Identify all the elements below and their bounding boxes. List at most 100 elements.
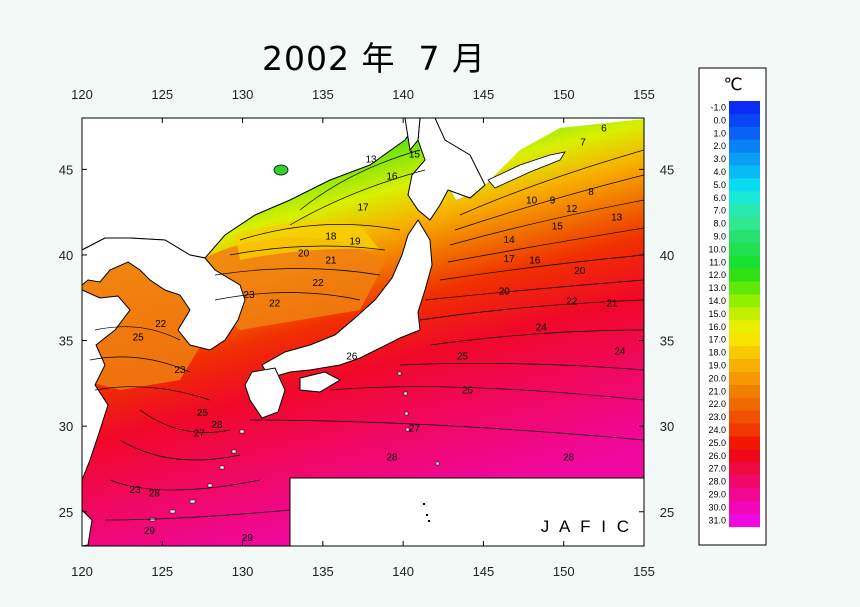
colorbar-swatch: [729, 513, 760, 528]
colorbar-label: 28.0: [708, 477, 726, 487]
lon-tick-top: 145: [473, 87, 495, 102]
colorbar-scale: -1.0 0.0 1.0 2.0 3.0 4.0 5.0 6.0 7.0 8.0 9.0 10.0 11…: [708, 101, 760, 528]
colorbar-swatch: [729, 101, 760, 115]
colorbar-label: 8.0: [713, 219, 726, 229]
lon-tick-top: 155: [633, 87, 655, 102]
honshu: [261, 219, 433, 379]
isotherm-label: 7: [580, 137, 586, 148]
kuril-islands: [487, 151, 566, 189]
lon-tick-bottom: 135: [312, 564, 334, 579]
title-month-kanji: 月: [451, 39, 486, 78]
colorbar-swatch: [729, 139, 760, 153]
colorbar-label: 5.0: [713, 180, 726, 190]
colorbar-swatch: [729, 191, 760, 205]
colorbar-label: 4.0: [713, 167, 726, 177]
colorbar-label: 30.0: [708, 502, 726, 512]
lon-tick-top: 150: [553, 87, 575, 102]
colorbar-swatch: [729, 242, 760, 257]
colorbar-label: 24.0: [708, 425, 726, 435]
colorbar-swatch: [729, 126, 760, 141]
colorbar-label: 9.0: [713, 231, 726, 241]
isotherm-label: 23: [129, 485, 141, 496]
isotherm-label: 15: [409, 149, 421, 160]
isotherm-label: 16: [386, 172, 398, 183]
inset-islands: [423, 503, 430, 522]
isotherm-label: 20: [499, 286, 511, 297]
colorbar-swatch: [729, 449, 760, 463]
lon-tick-bottom: 130: [232, 564, 254, 579]
isotherm-label: 16: [529, 256, 541, 267]
isotherm-label: 18: [325, 232, 337, 243]
colorbar-swatch: [729, 294, 760, 308]
isotherm-label: 27: [194, 428, 206, 439]
colorbar-swatch: [729, 230, 760, 244]
lon-tick-top: 140: [392, 87, 414, 102]
attribution-text: J A F I C: [541, 517, 632, 536]
lat-tick-left: 45: [59, 162, 73, 177]
colorbar-label: 1.0: [713, 128, 726, 138]
map-frame: [81, 117, 645, 547]
lon-tick-bottom: 120: [71, 564, 93, 579]
colorbar-swatch: [729, 165, 760, 179]
colorbar-label: 15.0: [708, 309, 726, 319]
colorbar-label: 22.0: [708, 399, 726, 409]
isotherm-label: 28: [149, 488, 161, 499]
colorbar-swatch: [729, 346, 760, 360]
colorbar-swatch: [729, 307, 760, 321]
isotherm-label: 25: [457, 351, 469, 362]
isotherm-label: 26: [462, 386, 474, 397]
inset-box: [289, 477, 644, 546]
lat-tick-left: 40: [59, 248, 73, 263]
isotherm-label: 6: [601, 124, 607, 135]
isotherm-label: 29: [144, 526, 156, 537]
colorbar-swatch: [729, 217, 760, 231]
isotherm-label: 20: [574, 266, 586, 277]
colorbar-swatch: [729, 268, 760, 282]
lon-tick-bottom: 140: [392, 564, 414, 579]
colorbar-unit: ℃: [723, 75, 742, 95]
colorbar-label: 19.0: [708, 360, 726, 370]
colorbar-swatch: [729, 500, 760, 515]
taiwan: [82, 509, 93, 546]
lat-tick-right: 25: [660, 505, 674, 520]
title-year: 2002: [262, 39, 350, 78]
isotherm-label: 19: [349, 237, 361, 248]
no-data-region: [430, 118, 644, 200]
isotherm-label: 22: [155, 319, 167, 330]
isotherm-label: 8: [588, 187, 594, 198]
colorbar-label: 0.0: [713, 115, 726, 125]
lat-tick-left: 35: [59, 334, 73, 349]
colorbar-label: 10.0: [708, 244, 726, 254]
lat-tick-right: 45: [660, 162, 674, 177]
sea-of-japan-warm-patch: [200, 237, 385, 330]
lon-tick-bottom: 125: [151, 564, 173, 579]
isotherm-label: 26: [346, 351, 358, 362]
colorbar-swatch: [729, 384, 760, 399]
isotherm-label: 29: [242, 533, 254, 544]
lon-tick-bottom: 150: [553, 564, 575, 579]
lat-tick-right: 30: [660, 419, 674, 434]
isotherm-label: 28: [386, 452, 398, 463]
isotherm-label: 24: [614, 346, 626, 357]
small-island: [273, 164, 289, 176]
isotherm-label: 14: [504, 235, 516, 246]
colorbar-label: 20.0: [708, 373, 726, 383]
isotherm-label: 22: [269, 298, 281, 309]
colorbar-label: 26.0: [708, 451, 726, 461]
isotherm-label: 25: [133, 333, 145, 344]
hokkaido: [407, 118, 486, 221]
isotherm-label: 24: [536, 322, 548, 333]
isotherm-label: 25: [197, 408, 209, 419]
isotherm-label: 10: [526, 196, 538, 207]
colorbar-label: 13.0: [708, 283, 726, 293]
lon-tick-top: 120: [71, 87, 93, 102]
korean-peninsula: [82, 237, 246, 351]
isotherm-label: 17: [504, 254, 516, 265]
lat-tick-left: 25: [59, 505, 73, 520]
isotherm-label: 28: [211, 420, 223, 431]
sakhalin: [404, 118, 421, 152]
isotherm-label: 21: [325, 256, 337, 267]
colorbar-label: 6.0: [713, 193, 726, 203]
isotherm-label: 13: [365, 155, 377, 166]
